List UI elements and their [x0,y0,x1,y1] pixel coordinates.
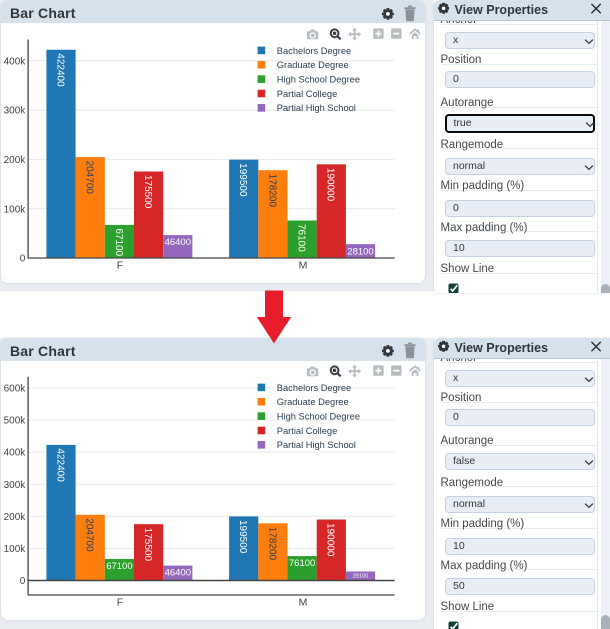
svg-text:67100: 67100 [106,561,132,572]
svg-text:200k: 200k [3,512,26,523]
svg-text:100k: 100k [3,544,26,555]
svg-text:Bachelors Degree: Bachelors Degree [276,383,350,393]
svg-text:100k: 100k [3,204,26,215]
svg-text:190000: 190000 [324,167,335,201]
svg-text:Bachelors Degree: Bachelors Degree [276,45,350,55]
svg-text:204700: 204700 [83,160,94,194]
svg-text:199500: 199500 [237,520,248,554]
svg-text:0: 0 [19,576,25,587]
svg-text:422400: 422400 [54,53,65,87]
svg-text:F: F [116,259,122,271]
svg-text:Partial College: Partial College [276,426,336,436]
svg-text:76100: 76100 [295,223,306,251]
svg-text:190000: 190000 [324,523,335,557]
svg-text:Partial High School: Partial High School [276,440,355,450]
svg-text:76100: 76100 [288,558,314,569]
svg-text:199500: 199500 [237,163,248,197]
svg-text:178200: 178200 [266,527,277,561]
svg-text:M: M [298,597,307,609]
svg-text:600k: 600k [3,384,26,395]
svg-text:28100: 28100 [352,574,367,580]
svg-text:Graduate Degree: Graduate Degree [276,397,348,407]
svg-text:0: 0 [19,253,25,264]
svg-text:500k: 500k [3,416,26,427]
svg-text:M: M [298,259,307,271]
svg-text:204700: 204700 [83,518,94,552]
svg-text:400k: 400k [3,56,26,67]
svg-text:F: F [116,597,122,609]
svg-text:Partial College: Partial College [276,88,336,98]
svg-text:Partial High School: Partial High School [276,103,355,113]
svg-text:67100: 67100 [112,228,123,256]
svg-text:300k: 300k [3,480,26,491]
svg-text:175500: 175500 [142,528,153,562]
svg-text:178200: 178200 [266,173,277,207]
svg-text:175500: 175500 [142,174,153,208]
svg-text:200k: 200k [3,155,26,166]
svg-text:300k: 300k [3,105,26,116]
svg-text:High School Degree: High School Degree [276,74,359,84]
svg-text:46400: 46400 [164,237,190,248]
svg-text:422400: 422400 [54,448,65,482]
svg-text:28100: 28100 [347,246,373,257]
svg-text:High School Degree: High School Degree [276,412,359,422]
svg-text:400k: 400k [3,448,26,459]
svg-text:46400: 46400 [164,568,190,579]
svg-text:Graduate Degree: Graduate Degree [276,60,348,70]
